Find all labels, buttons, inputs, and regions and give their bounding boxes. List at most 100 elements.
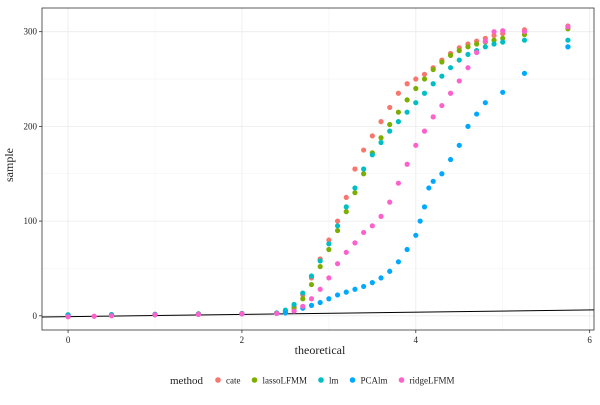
point-ridgeLFMM bbox=[395, 180, 402, 186]
point-ridgeLFMM bbox=[387, 199, 393, 205]
point-lassoLFMM bbox=[500, 35, 506, 41]
point-cate bbox=[404, 81, 410, 87]
legend-label-ridgeLFMM: ridgeLFMM bbox=[410, 376, 455, 386]
point-lassoLFMM bbox=[413, 85, 419, 92]
legend-item-lm: lm bbox=[318, 376, 339, 386]
legend-item-PCAlm: PCAlm bbox=[349, 376, 388, 386]
point-PCAlm bbox=[426, 185, 432, 191]
point-cate bbox=[387, 104, 393, 111]
point-lassoLFMM bbox=[430, 66, 436, 73]
point-PCAlm bbox=[361, 283, 367, 290]
point-lm bbox=[378, 139, 384, 146]
plot-panel-frame bbox=[41, 7, 595, 331]
point-ridgeLFMM bbox=[439, 102, 445, 109]
point-ridgeLFMM bbox=[447, 90, 454, 96]
point-cate bbox=[369, 133, 375, 139]
point-PCAlm bbox=[500, 89, 506, 95]
legend-item-cate: cate bbox=[215, 376, 240, 386]
point-lassoLFMM bbox=[300, 296, 306, 302]
point-PCAlm bbox=[482, 100, 488, 106]
y-tick-label: 100 bbox=[24, 216, 38, 226]
legend-label-lm: lm bbox=[329, 376, 339, 386]
y-tick-label: 0 bbox=[33, 311, 38, 321]
point-lm bbox=[421, 90, 428, 96]
point-lassoLFMM bbox=[343, 209, 349, 215]
point-cate bbox=[491, 32, 497, 39]
point-PCAlm bbox=[282, 310, 289, 316]
point-PCAlm bbox=[521, 70, 528, 76]
point-lm bbox=[491, 41, 497, 47]
point-ridgeLFMM bbox=[91, 313, 97, 319]
point-ridgeLFMM bbox=[308, 296, 315, 302]
point-lassoLFMM bbox=[378, 135, 384, 141]
point-lm bbox=[369, 152, 375, 158]
point-PCAlm bbox=[430, 178, 436, 184]
point-ridgeLFMM bbox=[361, 229, 367, 236]
point-ridgeLFMM bbox=[430, 114, 436, 120]
point-cate bbox=[326, 237, 332, 243]
point-ridgeLFMM bbox=[152, 312, 158, 318]
point-ridgeLFMM bbox=[369, 223, 375, 229]
point-ridgeLFMM bbox=[291, 308, 297, 314]
point-lm bbox=[361, 166, 367, 172]
point-lassoLFMM bbox=[395, 109, 402, 115]
point-PCAlm bbox=[417, 218, 423, 224]
point-lassoLFMM bbox=[439, 59, 445, 65]
point-PCAlm bbox=[387, 268, 393, 274]
point-lassoLFMM bbox=[308, 281, 315, 288]
point-PCAlm bbox=[369, 280, 375, 286]
point-lassoLFMM bbox=[326, 246, 332, 253]
legend-key-ridgeLFMM bbox=[398, 377, 405, 383]
point-PCAlm bbox=[421, 204, 428, 210]
point-PCAlm bbox=[326, 296, 332, 302]
point-ridgeLFMM bbox=[300, 303, 306, 309]
point-ridgeLFMM bbox=[565, 24, 571, 30]
y-axis: 0 100 200 300 bbox=[24, 27, 42, 321]
point-PCAlm bbox=[465, 123, 471, 129]
point-cate bbox=[378, 119, 384, 125]
point-lm bbox=[447, 65, 454, 71]
point-lm bbox=[565, 37, 571, 43]
legend-key-lm bbox=[318, 377, 324, 383]
point-lassoLFMM bbox=[352, 190, 358, 196]
legend-item-lassoLFMM: lassoLFMM bbox=[251, 376, 307, 386]
point-lm bbox=[291, 301, 297, 308]
point-ridgeLFMM bbox=[413, 142, 419, 148]
point-lassoLFMM bbox=[447, 52, 454, 58]
point-lm bbox=[430, 81, 436, 87]
point-PCAlm bbox=[378, 275, 384, 281]
point-cate bbox=[421, 71, 428, 77]
legend-key-lassoLFMM bbox=[251, 377, 258, 383]
point-lm bbox=[521, 37, 528, 43]
x-axis: 0 2 4 6 bbox=[66, 330, 592, 345]
point-PCAlm bbox=[352, 286, 358, 292]
point-ridgeLFMM bbox=[500, 28, 506, 34]
point-lm bbox=[404, 109, 410, 115]
reference-line-layer bbox=[41, 309, 595, 318]
y-tick-label: 200 bbox=[24, 121, 38, 131]
legend-item-ridgeLFMM: ridgeLFMM bbox=[398, 376, 455, 386]
point-cate bbox=[395, 90, 402, 96]
point-PCAlm bbox=[565, 44, 571, 50]
point-ridgeLFMM bbox=[195, 311, 202, 317]
legend: method cate lassoLFMM lm PCAlm ridgeLFMM bbox=[170, 375, 455, 387]
point-lm bbox=[500, 39, 506, 45]
point-cate bbox=[334, 218, 341, 224]
y-tick-label: 300 bbox=[24, 27, 38, 37]
x-tick-label: 4 bbox=[414, 335, 419, 345]
point-lm bbox=[326, 241, 332, 247]
point-lm bbox=[482, 44, 488, 50]
point-ridgeLFMM bbox=[521, 29, 528, 35]
point-PCAlm bbox=[334, 292, 341, 298]
point-ridgeLFMM bbox=[465, 65, 471, 71]
point-PCAlm bbox=[404, 246, 410, 253]
point-lm bbox=[456, 57, 462, 63]
point-lm bbox=[387, 128, 393, 134]
point-ridgeLFMM bbox=[239, 311, 245, 317]
point-ridgeLFMM bbox=[334, 261, 341, 267]
x-tick-label: 2 bbox=[240, 335, 245, 345]
point-ridgeLFMM bbox=[378, 213, 384, 219]
point-ridgeLFMM bbox=[474, 49, 480, 56]
